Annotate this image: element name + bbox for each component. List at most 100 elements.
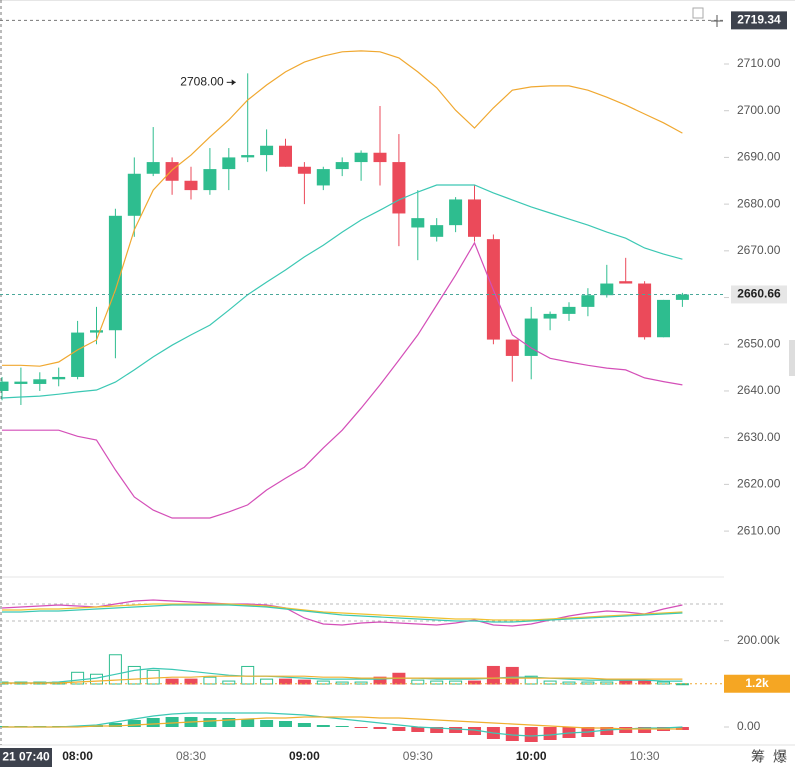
- y-tick-label: 2670.00: [737, 243, 781, 257]
- candle-body: [524, 318, 538, 356]
- candle-body: [127, 173, 141, 216]
- macd-bar: [411, 727, 425, 732]
- indicator-line: [2, 667, 683, 684]
- indicator-line: [2, 675, 683, 684]
- macd-bar: [638, 727, 652, 733]
- indicator-line: [2, 712, 683, 737]
- candle-body: [90, 330, 103, 333]
- resize-icon[interactable]: [692, 7, 704, 19]
- add-button[interactable]: [711, 15, 723, 27]
- toolbar-button[interactable]: 筹: [751, 749, 765, 765]
- macd-bar: [316, 725, 330, 727]
- candle-body: [581, 295, 595, 307]
- volume-bar: [316, 680, 330, 685]
- y-tick-label: 2650.00: [737, 336, 781, 350]
- volume-bar: [203, 676, 217, 685]
- macd-bar: [279, 721, 292, 727]
- volume-bar: [127, 665, 141, 685]
- macd-bar: [127, 720, 141, 727]
- macd-bar: [468, 727, 481, 735]
- macd-bar: [165, 717, 179, 727]
- macd-bar: [222, 718, 236, 727]
- candle-body: [430, 225, 444, 237]
- y-tick-label: 2710.00: [737, 56, 781, 70]
- candle-body: [71, 332, 85, 377]
- x-tick-label: 10:30: [630, 749, 660, 763]
- indicator-line: [2, 604, 683, 623]
- macd-bar: [297, 723, 311, 727]
- macd-bar: [146, 718, 160, 727]
- crosshair-time: 21 07:40: [2, 750, 50, 764]
- macd-bar: [203, 718, 217, 727]
- max-arrow-head: [231, 79, 236, 86]
- indicator-line: [2, 50, 683, 367]
- volume-bar: [581, 681, 595, 685]
- candle-body: [52, 376, 66, 380]
- volume-bar: [411, 679, 425, 685]
- candle-body: [260, 145, 274, 156]
- volume-bar: [468, 680, 481, 685]
- crosshair-price-label-bg: [731, 11, 787, 30]
- candle-body: [0, 381, 9, 391]
- candle-body: [14, 381, 28, 384]
- candle-body: [392, 162, 406, 214]
- y-tick-label: 2610.00: [737, 523, 781, 537]
- macd-bar: [108, 723, 122, 727]
- volume-bar: [335, 681, 349, 685]
- candle-body: [373, 152, 387, 163]
- macd-bar: [543, 727, 557, 740]
- toolbar-button[interactable]: 爆: [773, 749, 787, 765]
- y-tick-label: 200.00k: [737, 633, 781, 647]
- x-tick-label: 10:00: [516, 749, 547, 763]
- candle-body: [600, 283, 614, 296]
- last-volume-label: 1.2k: [745, 676, 769, 690]
- candle-body: [165, 162, 179, 181]
- candle-body: [184, 180, 198, 191]
- last-price-label: 2660.66: [737, 287, 781, 301]
- candle-body: [562, 306, 576, 314]
- macd-bar: [373, 727, 387, 729]
- volume-bar: [165, 678, 179, 685]
- side-tab[interactable]: [789, 340, 795, 376]
- y-tick-label: 2630.00: [737, 430, 781, 444]
- candle-body: [468, 199, 481, 237]
- volume-bar: [562, 681, 576, 685]
- indicator-line: [2, 603, 683, 621]
- volume-bar: [657, 681, 670, 685]
- candle-body: [33, 379, 47, 384]
- macd-bar: [619, 727, 633, 733]
- candle-body: [279, 145, 292, 167]
- candle-body: [354, 152, 368, 163]
- candle-body: [411, 218, 425, 228]
- volume-bar: [71, 671, 85, 685]
- volume-bar: [241, 665, 255, 685]
- macd-bar: [505, 727, 519, 741]
- macd-bar: [335, 726, 349, 727]
- candle-body: [449, 199, 463, 226]
- last-price-label-bg: [731, 285, 787, 304]
- macd-bar: [524, 727, 538, 742]
- volume-bar: [297, 679, 311, 685]
- volume-bar: [222, 680, 236, 685]
- volume-bar: [486, 665, 500, 685]
- x-tick-label: 08:30: [176, 749, 206, 763]
- candle-body: [335, 162, 349, 170]
- indicator-line: [2, 241, 683, 519]
- y-tick-label: 2620.00: [737, 477, 781, 491]
- indicator-line: [1, 599, 683, 627]
- macd-bar: [430, 727, 444, 733]
- candle-body: [657, 299, 670, 338]
- macd-bar: [260, 720, 274, 727]
- volume-bar: [638, 680, 652, 685]
- x-tick-label: 09:30: [403, 749, 433, 763]
- candle-body: [675, 294, 689, 300]
- macd-bar: [600, 727, 614, 735]
- y-tick-label: 2690.00: [737, 150, 781, 164]
- macd-bar: [241, 719, 255, 727]
- y-tick-label: 2680.00: [737, 196, 781, 210]
- candle-body: [203, 169, 217, 191]
- crosshair-time-bg: [0, 748, 52, 767]
- candle-body: [146, 162, 160, 174]
